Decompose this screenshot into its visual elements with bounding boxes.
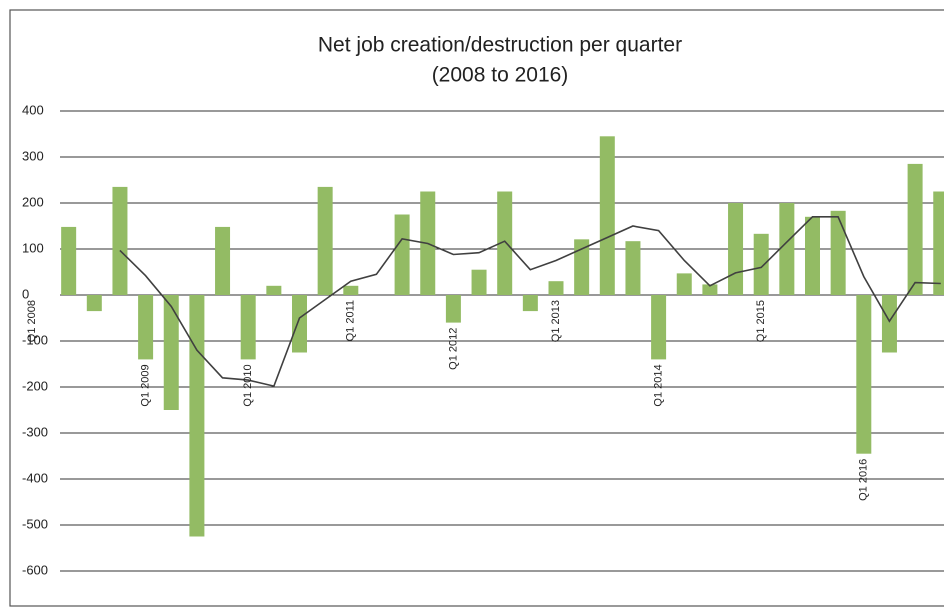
bar	[856, 295, 872, 454]
bar	[933, 191, 944, 295]
y-tick-label: -600	[22, 562, 48, 577]
bar	[343, 285, 359, 295]
bar	[61, 226, 77, 295]
x-tick-label: Q1 2014	[653, 364, 665, 406]
bar	[651, 295, 667, 360]
bar	[830, 210, 846, 295]
y-tick-label: -500	[22, 516, 48, 531]
bar	[215, 226, 231, 295]
bar	[907, 163, 923, 295]
x-tick-label: Q1 2013	[550, 300, 562, 342]
bar	[86, 295, 102, 312]
bar	[394, 214, 410, 295]
x-tick-label: Q1 2011	[345, 300, 357, 341]
bar	[138, 295, 154, 360]
chart-subtitle: (2008 to 2016)	[432, 64, 569, 87]
x-tick-label: Q1 2016	[858, 459, 870, 501]
bar	[445, 295, 461, 323]
y-tick-label: 200	[22, 194, 44, 209]
y-tick-label: -200	[22, 378, 48, 393]
x-tick-label: Q1 2012	[447, 328, 459, 370]
bar	[574, 239, 590, 295]
x-tick-label: Q1 2008	[26, 300, 38, 342]
y-tick-label: 100	[22, 240, 44, 255]
bar	[163, 295, 179, 410]
bar	[599, 136, 615, 295]
bar	[881, 295, 897, 353]
bar	[702, 284, 718, 295]
x-tick-label: Q1 2009	[140, 364, 152, 406]
y-tick-label: -400	[22, 470, 48, 485]
bar	[292, 295, 307, 353]
x-tick-label: Q1 2010	[242, 364, 254, 406]
bar	[805, 216, 820, 295]
bar	[625, 241, 641, 295]
y-tick-label: 400	[22, 102, 44, 117]
bar	[471, 269, 487, 295]
trend-line	[119, 216, 941, 388]
bar	[728, 203, 744, 295]
bar	[522, 295, 538, 312]
bar	[240, 295, 256, 360]
y-tick-label: 300	[22, 148, 44, 163]
y-tick-label: -300	[22, 424, 48, 439]
y-tick-label: 0	[22, 286, 29, 301]
bar	[753, 233, 769, 295]
y-tick-label: -100	[22, 332, 48, 347]
bar	[189, 295, 205, 537]
bar	[266, 285, 282, 295]
x-tick-label: Q1 2015	[755, 300, 767, 342]
bar	[676, 273, 692, 295]
bar	[497, 191, 513, 295]
bar	[317, 186, 333, 295]
bar	[779, 203, 795, 295]
chart-title: Net job creation/destruction per quarter	[318, 34, 682, 57]
bar	[548, 281, 564, 295]
bar	[112, 186, 128, 295]
